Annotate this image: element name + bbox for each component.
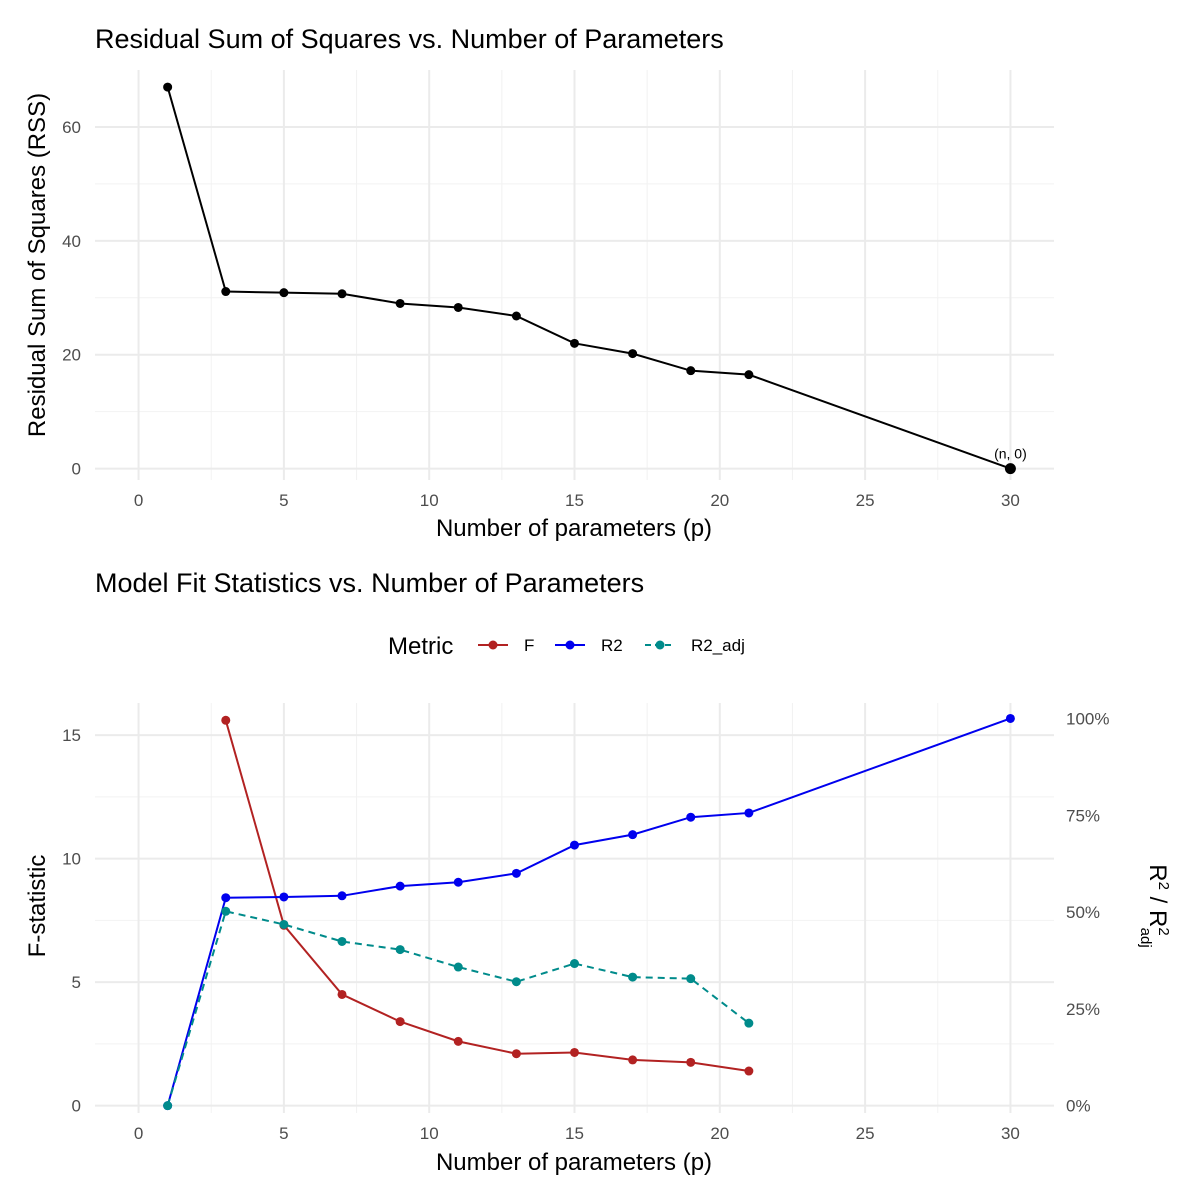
fit-y-axis-label: F-statistic (24, 855, 51, 958)
data-point-r2_adj (744, 1018, 754, 1028)
fit-grid (95, 703, 1054, 1113)
x-tick-label: 0 (134, 491, 143, 510)
x-tick-label: 30 (1001, 491, 1020, 510)
data-point-r2 (1005, 713, 1015, 723)
y-tick-label: 0 (72, 460, 81, 479)
data-point-f (221, 715, 231, 725)
y2-tick-label: 25% (1066, 1000, 1100, 1019)
data-point (395, 298, 405, 308)
data-point-r2 (570, 840, 579, 850)
data-point-r2 (337, 891, 347, 901)
legend-marker-f (488, 640, 498, 650)
legend-marker-r2_adj (655, 640, 665, 650)
y2-tick-label: 75% (1066, 806, 1100, 825)
x-tick-label: 15 (565, 491, 584, 510)
data-point-f (511, 1049, 521, 1059)
data-point-f (337, 989, 347, 999)
data-point-r2_adj (163, 1101, 173, 1111)
legend: Metric F R2 R2_adj (388, 633, 745, 660)
y-tick-label: 20 (62, 346, 81, 365)
data-point-r2_adj (628, 972, 638, 982)
data-point-f (686, 1057, 696, 1067)
x-tick-label: 20 (710, 1124, 729, 1143)
y-tick-label: 5 (72, 973, 81, 992)
data-point-r2 (686, 812, 696, 822)
x-tick-label: 25 (856, 1124, 875, 1143)
legend-label-f: F (524, 636, 534, 655)
x-tick-label: 30 (1001, 1124, 1020, 1143)
data-point-f (744, 1066, 754, 1076)
fit-series (163, 713, 1015, 1111)
rss-series: (n, 0) (163, 82, 1027, 475)
legend-marker-r2 (565, 640, 575, 650)
data-point-f (395, 1017, 405, 1027)
x-tick-label: 0 (134, 1124, 143, 1143)
data-point (511, 311, 521, 321)
y-tick-label: 60 (62, 118, 81, 137)
legend-label-r2: R2 (601, 636, 623, 655)
data-point-r2 (221, 893, 231, 903)
fit-stats-chart: Model Fit Statistics vs. Number of Param… (24, 568, 1172, 1176)
fit-y2-axis-label: R2 / R2adj (1137, 864, 1172, 947)
legend-title: Metric (388, 633, 453, 660)
data-point-r2_adj (453, 962, 463, 972)
y-tick-label: 0 (72, 1097, 81, 1116)
data-point (337, 289, 347, 299)
data-point (686, 366, 696, 376)
series-line-f (224, 720, 750, 1072)
data-point-r2 (511, 868, 521, 878)
data-point-r2_adj (221, 906, 231, 916)
x-tick-label: 5 (279, 1124, 288, 1143)
y2-tick-label: 0% (1066, 1097, 1091, 1116)
data-point-f (570, 1047, 579, 1057)
data-point (628, 349, 638, 359)
data-point-r2 (279, 892, 289, 902)
data-point-r2_adj (686, 974, 696, 984)
data-point-r2 (453, 877, 463, 887)
data-point (221, 287, 231, 297)
series-line-r2_adj (166, 910, 750, 1106)
data-point (453, 302, 463, 312)
data-point (1004, 463, 1016, 475)
data-point (744, 370, 754, 380)
data-point (279, 288, 289, 298)
data-point-r2 (395, 881, 405, 891)
x-tick-label: 10 (420, 1124, 439, 1143)
data-point (163, 82, 173, 92)
y-tick-label: 40 (62, 232, 81, 251)
series-line (166, 86, 1011, 470)
fit-x-axis-label: Number of parameters (p) (436, 1149, 712, 1176)
data-point-r2_adj (395, 945, 405, 955)
rss-grid (95, 70, 1054, 480)
data-point (570, 338, 579, 348)
y2-tick-label: 50% (1066, 903, 1100, 922)
rss-axes: 0 5 10 15 20 25 30 0 20 40 60 (62, 118, 1020, 510)
x-tick-label: 25 (856, 491, 875, 510)
y2-tick-label: 100% (1066, 709, 1109, 728)
data-point-r2_adj (279, 919, 289, 929)
rss-x-axis-label: Number of parameters (p) (436, 515, 712, 542)
fit-axes: 0 5 10 15 20 25 30 0 5 10 15 0% 25% 50% 75% 100% (62, 709, 1109, 1143)
y-tick-label: 15 (62, 726, 81, 745)
rss-chart-title: Residual Sum of Squares vs. Number of Pa… (95, 24, 724, 54)
rss-chart: Residual Sum of Squares vs. Number of Pa… (24, 24, 1054, 542)
data-point-r2_adj (570, 959, 579, 969)
x-tick-label: 10 (420, 491, 439, 510)
x-tick-label: 15 (565, 1124, 584, 1143)
legend-label-r2_adj: R2_adj (691, 636, 745, 655)
y-tick-label: 10 (62, 850, 81, 869)
fit-stats-chart-title: Model Fit Statistics vs. Number of Param… (95, 568, 644, 598)
annotation-label: (n, 0) (994, 446, 1027, 462)
data-point-r2 (628, 830, 638, 840)
data-point-r2 (744, 808, 754, 818)
series-line-r2 (166, 717, 1011, 1106)
data-point-r2_adj (337, 936, 347, 946)
data-point-f (628, 1055, 638, 1065)
data-point-f (453, 1036, 463, 1046)
x-tick-label: 20 (710, 491, 729, 510)
x-tick-label: 5 (279, 491, 288, 510)
data-point-r2_adj (511, 977, 521, 987)
rss-y-axis-label: Residual Sum of Squares (RSS) (24, 93, 51, 437)
